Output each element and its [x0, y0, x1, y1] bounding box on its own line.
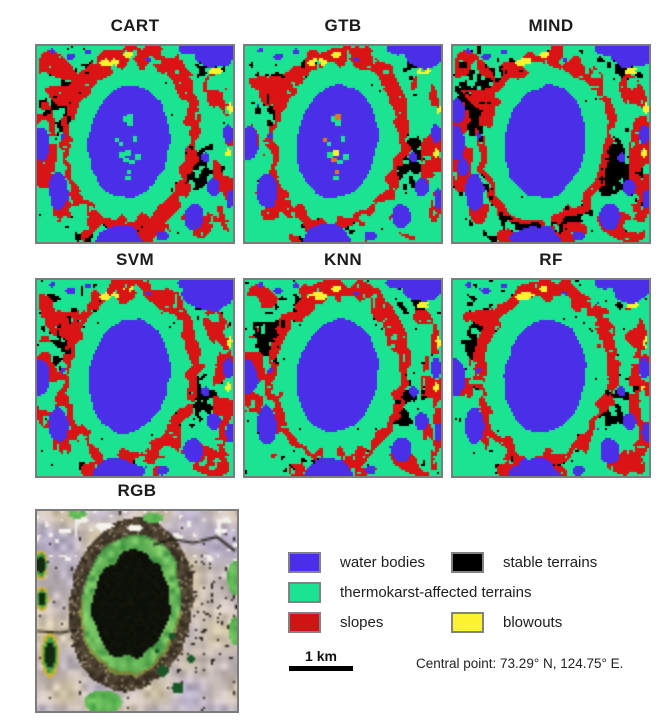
- map-title-knn: KNN: [323, 250, 363, 269]
- legend-label: stable terrains: [503, 554, 598, 571]
- map-title-svm: SVM: [115, 250, 155, 269]
- panel-svm: SVM: [35, 248, 235, 478]
- classification-map-mind: [451, 44, 651, 244]
- rgb-satellite-image: [35, 509, 239, 713]
- legend-label: thermokarst-affected terrains: [340, 584, 532, 601]
- classification-map-rf: [451, 278, 651, 478]
- map-title-gtb: GTB: [324, 16, 362, 35]
- slopes-swatch: [288, 612, 321, 633]
- panel-cart: CART: [35, 14, 235, 244]
- classification-map-cart: [35, 44, 235, 244]
- legend-item-stable-terrains: stable terrains: [451, 552, 597, 573]
- classification-map-svm: [35, 278, 235, 478]
- panel-mind: MIND: [451, 14, 651, 244]
- map-title-mind: MIND: [528, 16, 574, 35]
- panel-rf: RF: [451, 248, 651, 478]
- classification-map-gtb: [243, 44, 443, 244]
- map-title-cart: CART: [110, 16, 160, 35]
- legend-label: water bodies: [340, 554, 426, 571]
- stable-terrains-swatch: [451, 552, 484, 573]
- legend-item-water-bodies: water bodies: [288, 552, 425, 573]
- legend-label: blowouts: [503, 614, 563, 631]
- panel-gtb: GTB: [243, 14, 443, 244]
- legend-item-thermokarst: thermokarst-affected terrains: [288, 582, 531, 603]
- legend-label: slopes: [340, 614, 384, 631]
- central-point-caption: Central point: 73.29° N, 124.75° E.: [416, 656, 624, 671]
- scale-bar-line: [289, 666, 353, 671]
- legend-item-slopes: slopes: [288, 612, 383, 633]
- map-title-rf: RF: [539, 250, 563, 269]
- thermokarst-swatch: [288, 582, 321, 603]
- panel-knn: KNN: [243, 248, 443, 478]
- map-title-rgb: RGB: [117, 481, 157, 500]
- scale-bar-label: 1 km: [305, 648, 337, 664]
- water-bodies-swatch: [288, 552, 321, 573]
- legend-item-blowouts: blowouts: [451, 612, 562, 633]
- blowouts-swatch: [451, 612, 484, 633]
- panel-rgb: RGB: [35, 479, 239, 713]
- scale-bar: 1 km: [289, 648, 353, 671]
- classification-map-knn: [243, 278, 443, 478]
